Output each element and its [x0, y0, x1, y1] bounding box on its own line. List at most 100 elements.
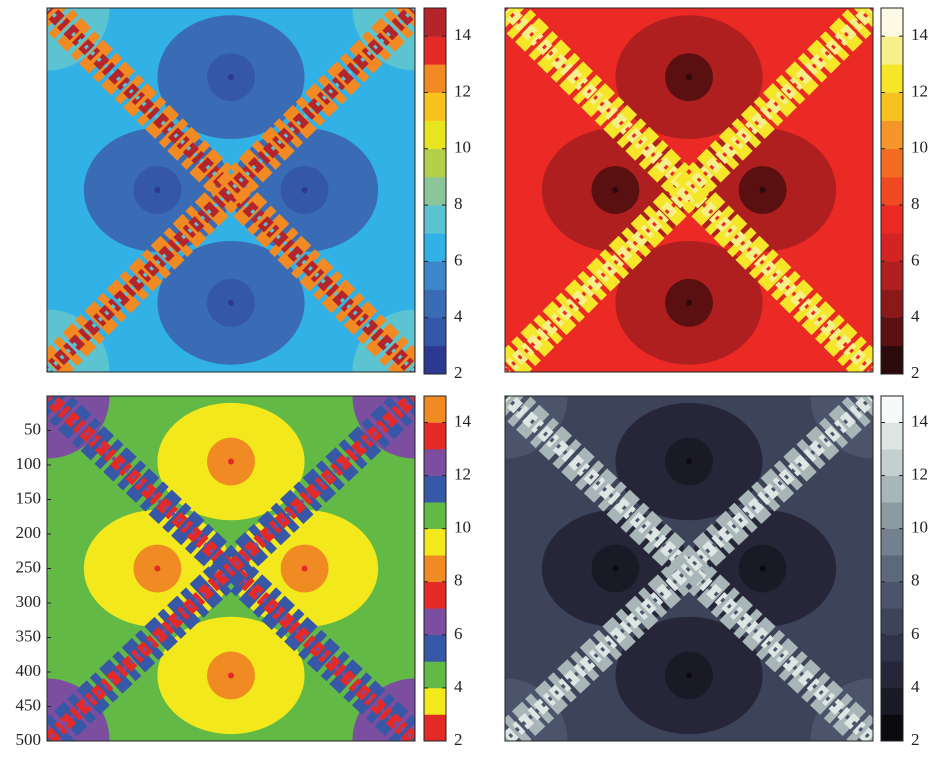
- panel: 2 4 6 8 10 12 14: [442, 0, 935, 435]
- colorbar-segment: [424, 635, 446, 662]
- heatmap-image: [442, 0, 935, 435]
- colorbar-segment: [881, 92, 903, 120]
- colorbar-segment: [424, 582, 446, 609]
- colorbar-segment: [424, 64, 446, 92]
- basin-root: [228, 459, 234, 465]
- colorbar-segment: [424, 149, 446, 177]
- colorbar-segment: [881, 346, 903, 374]
- colorbar-tick-label: 12: [911, 465, 928, 484]
- colorbar-tick-label: 8: [911, 571, 920, 590]
- colorbar-segment: [424, 449, 446, 476]
- basin-root: [228, 672, 234, 678]
- y-tick-label: 300: [16, 592, 42, 611]
- colorbar-tick-label: 14: [454, 25, 472, 44]
- colorbar-segment: [881, 555, 903, 582]
- basin-root: [302, 187, 308, 193]
- colorbar-tick-label: 8: [454, 194, 463, 213]
- colorbar-tick-label: 4: [911, 677, 920, 696]
- colorbar-tick-label: 10: [911, 138, 928, 157]
- y-tick-label: 200: [16, 523, 42, 542]
- colorbar-tick-label: 14: [454, 411, 472, 430]
- colorbar-segment: [881, 688, 903, 715]
- colorbar-segment: [881, 205, 903, 233]
- colorbar-segment: [424, 36, 446, 64]
- colorbar-segment: [881, 423, 903, 450]
- colorbar-tick-label: 14: [911, 411, 929, 430]
- figure: 2468101214246810121424681012145010015020…: [0, 0, 939, 774]
- y-tick-label: 100: [16, 454, 42, 473]
- colorbar-tick-label: 2: [911, 730, 920, 749]
- colorbar-segment: [881, 290, 903, 318]
- colorbar-segment: [881, 36, 903, 64]
- colorbar-tick-label: 6: [911, 250, 920, 269]
- colorbar-segment: [424, 8, 446, 36]
- heatmap-image: [0, 333, 478, 774]
- basin-root: [760, 566, 766, 572]
- panel: 246810121450100150200250300350400450500: [0, 333, 478, 774]
- colorbar-segment: [881, 396, 903, 423]
- basin-root: [154, 187, 160, 193]
- basin-root: [228, 74, 234, 80]
- y-tick-label: 450: [16, 695, 42, 714]
- colorbar-segment: [881, 149, 903, 177]
- colorbar-tick-label: 12: [911, 81, 928, 100]
- colorbar-segment: [424, 92, 446, 120]
- colorbar-segment: [881, 177, 903, 205]
- colorbar-tick-label: 4: [911, 307, 920, 326]
- colorbar-tick-label: 12: [454, 81, 471, 100]
- colorbar-segment: [424, 502, 446, 529]
- colorbar-segment: [881, 8, 903, 36]
- colorbar-segment: [424, 396, 446, 423]
- heatmap-image: [0, 0, 478, 435]
- colorbar-segment: [424, 290, 446, 318]
- basin-root: [686, 300, 692, 306]
- colorbar-segment: [424, 177, 446, 205]
- colorbar-segment: [881, 64, 903, 92]
- colorbar-segment: [424, 233, 446, 261]
- y-tick-label: 500: [16, 730, 42, 749]
- colorbar-segment: [424, 688, 446, 715]
- colorbar-segment: [424, 346, 446, 374]
- y-tick-label: 400: [16, 661, 42, 680]
- colorbar-segment: [881, 233, 903, 261]
- colorbar-segment: [424, 476, 446, 503]
- colorbar-tick-label: 2: [454, 730, 463, 749]
- colorbar-tick-label: 6: [911, 624, 920, 643]
- colorbar-tick-label: 10: [454, 518, 471, 537]
- colorbar-segment: [881, 529, 903, 556]
- colorbar-segment: [881, 582, 903, 609]
- colorbar-segment: [881, 502, 903, 529]
- colorbar-tick-label: 14: [911, 25, 929, 44]
- colorbar-segment: [881, 449, 903, 476]
- basin-root: [760, 187, 766, 193]
- colorbar-segment: [424, 121, 446, 149]
- colorbar-tick-label: 10: [911, 518, 928, 537]
- basin-root: [686, 74, 692, 80]
- colorbar-tick-label: 10: [454, 138, 471, 157]
- y-tick-label: 350: [16, 626, 42, 645]
- basin-root: [228, 300, 234, 306]
- colorbar-segment: [881, 714, 903, 741]
- heatmap-image: [442, 333, 935, 774]
- basin-root: [612, 187, 618, 193]
- y-tick-label: 150: [16, 488, 42, 507]
- colorbar-segment: [424, 661, 446, 688]
- colorbar-segment: [881, 608, 903, 635]
- basin-root: [302, 566, 308, 572]
- basin-root: [686, 459, 692, 465]
- colorbar-tick-label: 8: [454, 571, 463, 590]
- colorbar-tick-label: 2: [911, 363, 920, 382]
- colorbar-tick-label: 4: [454, 307, 463, 326]
- colorbar-segment: [881, 121, 903, 149]
- colorbar-tick-label: 8: [911, 194, 920, 213]
- colorbar-segment: [881, 261, 903, 289]
- colorbar-tick-label: 12: [454, 465, 471, 484]
- colorbar-segment: [424, 714, 446, 741]
- colorbar-segment: [424, 608, 446, 635]
- colorbar-segment: [424, 423, 446, 450]
- colorbar-segment: [424, 529, 446, 556]
- basin-root: [612, 566, 618, 572]
- colorbar-segment: [424, 555, 446, 582]
- colorbar-segment: [881, 635, 903, 662]
- colorbar-segment: [424, 318, 446, 346]
